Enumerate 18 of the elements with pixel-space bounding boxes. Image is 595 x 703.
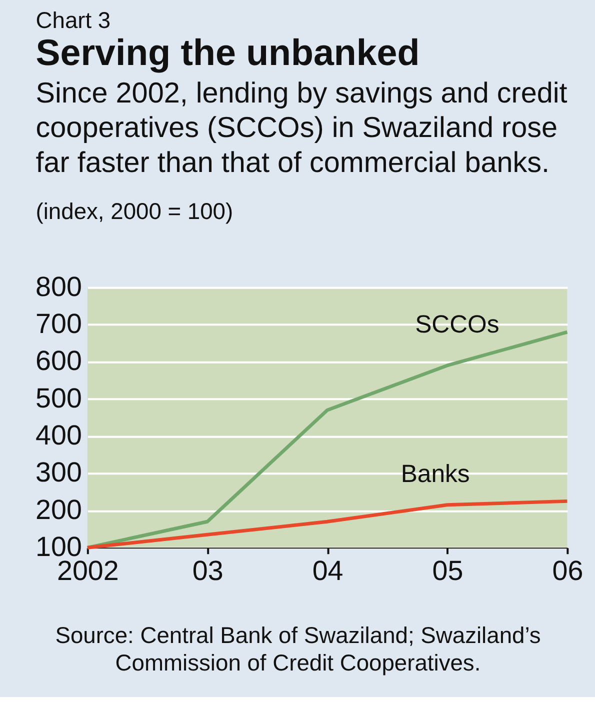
caption: Chart 3	[36, 7, 111, 34]
y-tick-label: 500	[36, 382, 82, 414]
y-tick-label: 300	[36, 456, 82, 488]
y-tick-label: 600	[36, 345, 82, 376]
chart-title: Serving the unbanked	[36, 32, 420, 73]
source-note: Source: Central Bank of Swaziland; Swaziland’s Commission of Credit Cooperatives.	[55, 622, 541, 676]
x-tick-label: 03	[192, 554, 224, 586]
x-tick-label: 06	[552, 554, 584, 586]
series-label: Banks	[400, 461, 470, 488]
chart-subtitle: Since 2002, lending by savings and credit cooperatives (SCCOs) in Swaziland rose far faster than that of commercial banks.	[36, 78, 568, 179]
y-tick-label: 400	[36, 420, 82, 451]
series-label: SCCOs	[415, 312, 500, 339]
y-axis-title: (index, 2000 = 100)	[36, 198, 234, 224]
y-tick-label: 700	[36, 308, 82, 340]
x-tick-label: 04	[312, 554, 344, 586]
y-tick-label: 800	[36, 270, 82, 302]
x-tick-label: 05	[432, 554, 464, 586]
y-tick-label: 200	[36, 494, 82, 525]
